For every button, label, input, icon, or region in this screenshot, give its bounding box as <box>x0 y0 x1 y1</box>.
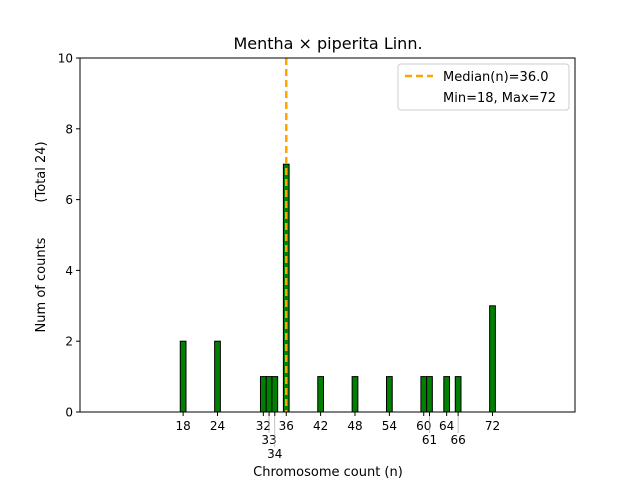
y-axis-label-total: (Total 24) <box>34 141 49 202</box>
y-tick-label: 10 <box>58 52 73 66</box>
bar-34 <box>271 376 279 413</box>
y-tick-label: 2 <box>65 335 73 349</box>
bar-32 <box>259 376 267 413</box>
x-axis-label: Chromosome count (n) <box>253 465 403 480</box>
legend: Median(n)=36.0 Min=18, Max=72 <box>397 63 570 111</box>
bar-54 <box>386 376 393 413</box>
bar-42 <box>317 376 324 413</box>
axes-frame <box>79 57 576 413</box>
bar-18 <box>179 340 187 413</box>
legend-minmax-label: Min=18, Max=72 <box>443 91 556 106</box>
y-axis-label: Num of counts <box>34 237 49 332</box>
x-tick-label: 36 <box>279 419 294 433</box>
bar-24 <box>214 340 221 413</box>
bar-72 <box>489 305 496 413</box>
bar-61 <box>426 376 433 413</box>
legend-median-label: Median(n)=36.0 <box>443 70 549 85</box>
y-tick-label: 4 <box>65 264 73 278</box>
x-tick-label: 24 <box>210 419 225 433</box>
x-tick-label: 18 <box>175 419 190 433</box>
bar-66 <box>454 376 462 413</box>
chart-title: Mentha × piperita Linn. <box>233 34 422 53</box>
x-tick-label: 60 <box>416 419 431 433</box>
bar-64 <box>443 376 451 413</box>
bar-33 <box>265 376 273 413</box>
legend-box <box>397 63 570 111</box>
bar-60 <box>420 376 428 413</box>
x-tick-label: 61 <box>422 433 437 447</box>
x-tick-label: 54 <box>382 419 397 433</box>
y-tick-label: 0 <box>65 406 73 420</box>
x-tick-label: 66 <box>450 433 465 447</box>
x-tick-label: 42 <box>313 419 328 433</box>
y-tick-label: 8 <box>65 122 73 136</box>
x-tick-label: 32 <box>256 419 271 433</box>
bar-48 <box>351 376 359 413</box>
x-tick-label: 33 <box>261 433 276 447</box>
y-tick-label: 6 <box>65 193 73 207</box>
x-tick-label: 48 <box>347 419 362 433</box>
x-tick-label: 34 <box>267 447 282 461</box>
x-tick-label: 64 <box>439 419 454 433</box>
x-tick-label: 72 <box>485 419 500 433</box>
